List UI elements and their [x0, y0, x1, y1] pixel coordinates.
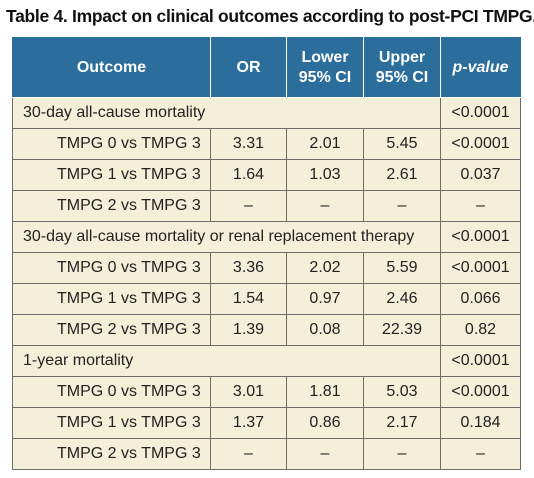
pvalue: 0.066 [440, 283, 521, 315]
lower-ci-value: 1.81 [286, 376, 364, 408]
pvalue: <0.0001 [440, 128, 521, 160]
group-label: 1-year mortality [12, 345, 441, 377]
lower-ci-value: 0.08 [286, 314, 364, 346]
or-value: 3.01 [210, 376, 287, 408]
upper-ci-value: 2.17 [363, 407, 441, 439]
lower-ci-value: 0.97 [286, 283, 364, 315]
header-or: OR [210, 37, 287, 98]
or-value: 1.37 [210, 407, 287, 439]
table-row: TMPG 0 vs TMPG 3 3.31 2.01 5.45 <0.0001 [12, 128, 521, 160]
comparison-label: TMPG 0 vs TMPG 3 [12, 128, 211, 160]
or-value: 1.64 [210, 159, 287, 191]
pvalue: 0.184 [440, 407, 521, 439]
lower-ci-value: 0.86 [286, 407, 364, 439]
upper-ci-value: 5.45 [363, 128, 441, 160]
or-value: – [210, 190, 287, 222]
upper-ci-value: 5.03 [363, 376, 441, 408]
header-outcome: Outcome [12, 37, 211, 98]
pvalue: 0.82 [440, 314, 521, 346]
or-value: 3.31 [210, 128, 287, 160]
pvalue: – [440, 438, 521, 470]
comparison-label: TMPG 0 vs TMPG 3 [12, 376, 211, 408]
lower-ci-value: – [286, 438, 364, 470]
pvalue: 0.037 [440, 159, 521, 191]
upper-ci-value: 22.39 [363, 314, 441, 346]
header-upper-line1: Upper [378, 48, 426, 66]
table-row: TMPG 2 vs TMPG 3 1.39 0.08 22.39 0.82 [12, 314, 521, 346]
table-row: TMPG 1 vs TMPG 3 1.37 0.86 2.17 0.184 [12, 407, 521, 439]
comparison-label: TMPG 1 vs TMPG 3 [12, 283, 211, 315]
upper-ci-value: 2.46 [363, 283, 441, 315]
or-value: – [210, 438, 287, 470]
comparison-label: TMPG 2 vs TMPG 3 [12, 190, 211, 222]
lower-ci-value: 2.01 [286, 128, 364, 160]
header-lower-ci: Lower 95% CI [286, 37, 364, 98]
group-label: 30-day all-cause mortality [12, 97, 441, 129]
lower-ci-value: 2.02 [286, 252, 364, 284]
group-row: 30-day all-cause mortality <0.0001 [12, 97, 521, 129]
upper-ci-value: 2.61 [363, 159, 441, 191]
header-row: Outcome OR Lower 95% CI Upper 95% CI p-v… [12, 37, 521, 98]
upper-ci-value: 5.59 [363, 252, 441, 284]
comparison-label: TMPG 2 vs TMPG 3 [12, 314, 211, 346]
group-pvalue: <0.0001 [440, 221, 521, 253]
header-lower-line1: Lower [301, 48, 349, 66]
table-row: TMPG 1 vs TMPG 3 1.54 0.97 2.46 0.066 [12, 283, 521, 315]
group-label: 30-day all-cause mortality or renal repl… [12, 221, 441, 253]
table-row: TMPG 0 vs TMPG 3 3.01 1.81 5.03 <0.0001 [12, 376, 521, 408]
lower-ci-value: – [286, 190, 364, 222]
comparison-label: TMPG 0 vs TMPG 3 [12, 252, 211, 284]
group-pvalue: <0.0001 [440, 97, 521, 129]
header-upper-line2: 95% CI [375, 68, 429, 86]
header-upper-ci: Upper 95% CI [363, 37, 441, 98]
header-lower-line2: 95% CI [298, 68, 352, 86]
table-row: TMPG 2 vs TMPG 3– – – – [12, 438, 521, 470]
comparison-label: TMPG 2 vs TMPG 3 [12, 438, 211, 470]
comparison-label: TMPG 1 vs TMPG 3 [12, 407, 211, 439]
group-row: 1-year mortality <0.0001 [12, 345, 521, 377]
or-value: 1.54 [210, 283, 287, 315]
table-title: Table 4. Impact on clinical outcomes acc… [6, 6, 534, 26]
lower-ci-value: 1.03 [286, 159, 364, 191]
header-pvalue: p-value [440, 37, 521, 98]
table-row: TMPG 2 vs TMPG 3– – – – [12, 190, 521, 222]
table-body: 30-day all-cause mortality <0.0001 TMPG 0 … [12, 97, 521, 470]
group-pvalue: <0.0001 [440, 345, 521, 377]
pvalue: <0.0001 [440, 252, 521, 284]
table-row: TMPG 1 vs TMPG 3 1.64 1.03 2.61 0.037 [12, 159, 521, 191]
or-value: 3.36 [210, 252, 287, 284]
upper-ci-value: – [363, 190, 441, 222]
upper-ci-value: – [363, 438, 441, 470]
header-pvalue-label: p-value [452, 58, 509, 76]
or-value: 1.39 [210, 314, 287, 346]
comparison-label: TMPG 1 vs TMPG 3 [12, 159, 211, 191]
group-row: 30-day all-cause mortality or renal repl… [12, 221, 521, 253]
pvalue: <0.0001 [440, 376, 521, 408]
pvalue: – [440, 190, 521, 222]
outcomes-table: Outcome OR Lower 95% CI Upper 95% CI p-v… [12, 37, 521, 470]
table-row: TMPG 0 vs TMPG 3 3.36 2.02 5.59 <0.0001 [12, 252, 521, 284]
